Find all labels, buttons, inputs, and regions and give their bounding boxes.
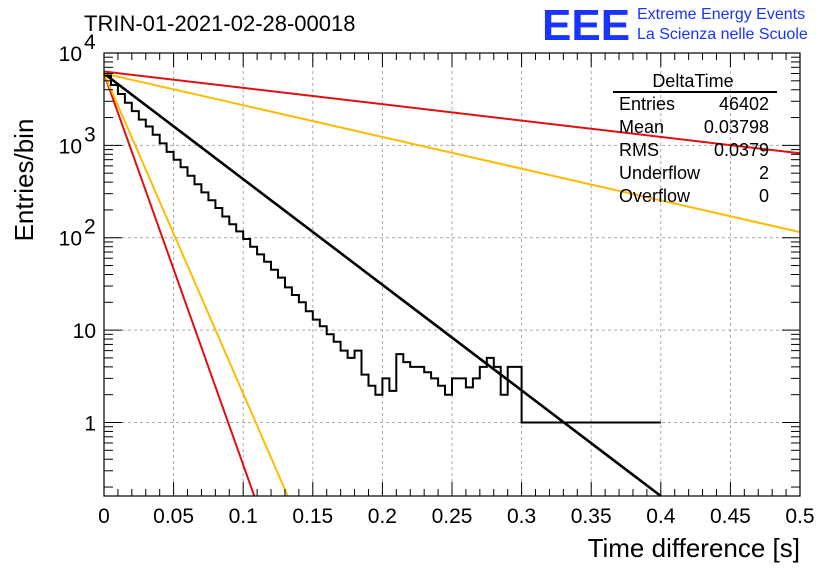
x-tick-label: 0.3 bbox=[507, 505, 536, 528]
y-tick-label: 10 bbox=[59, 135, 82, 158]
fit-line bbox=[103, 70, 801, 155]
stats-rms-label: RMS bbox=[619, 140, 659, 160]
y-axis-title: Entries/bin bbox=[9, 119, 39, 242]
x-tick-labels: 0 0.05 0.1 0.15 0.2 0.25 0.3 0.35 0.4 0.45 0.5 bbox=[98, 505, 814, 528]
y-tick-label: 1 bbox=[84, 412, 96, 435]
stats-box-title: DeltaTime bbox=[652, 71, 733, 91]
y-tick-exponent: 3 bbox=[84, 123, 96, 146]
x-tick-label: 0.5 bbox=[785, 505, 814, 528]
x-tick-label: 0.05 bbox=[153, 505, 194, 528]
x-tick-label: 0 bbox=[98, 505, 110, 528]
stats-entries-label: Entries bbox=[619, 94, 675, 114]
x-axis-title: Time difference [s] bbox=[588, 533, 800, 563]
stats-mean-value: 0.03798 bbox=[704, 117, 769, 137]
stats-overflow-label: Overflow bbox=[619, 186, 691, 206]
y-tick-label: 10 bbox=[73, 320, 96, 343]
fit-line bbox=[103, 72, 801, 234]
stats-underflow-value: 2 bbox=[759, 163, 769, 183]
y-tick-exponent: 2 bbox=[84, 216, 96, 239]
grid bbox=[104, 53, 800, 496]
axis-ticks bbox=[103, 52, 801, 496]
y-tick-label: 10 bbox=[59, 43, 82, 66]
stats-overflow-value: 0 bbox=[759, 186, 769, 206]
stats-entries-value: 46402 bbox=[719, 94, 769, 114]
eee-logo-mark: EEE bbox=[542, 1, 630, 50]
stats-mean-label: Mean bbox=[619, 117, 664, 137]
x-tick-label: 0.35 bbox=[571, 505, 612, 528]
logo-line-1: Extreme Energy Events bbox=[637, 6, 805, 23]
x-tick-label: 0.15 bbox=[292, 505, 333, 528]
stats-underflow-label: Underflow bbox=[619, 163, 701, 183]
stats-rms-value: 0.0379 bbox=[714, 140, 769, 160]
x-tick-label: 0.2 bbox=[368, 505, 397, 528]
x-tick-label: 0.25 bbox=[432, 505, 473, 528]
y-tick-label: 10 bbox=[59, 228, 82, 251]
fit-line bbox=[103, 73, 289, 497]
run-title: TRIN-01-2021-02-28-00018 bbox=[84, 11, 356, 36]
x-tick-label: 0.1 bbox=[229, 505, 258, 528]
x-tick-label: 0.4 bbox=[646, 505, 676, 528]
logo-line-2: La Scienza nelle Scuole bbox=[637, 26, 808, 43]
x-tick-label: 0.45 bbox=[710, 505, 751, 528]
y-tick-exponent: 4 bbox=[84, 31, 96, 54]
fit-line bbox=[103, 73, 256, 497]
fit-line bbox=[103, 72, 662, 498]
eee-logo: EEE Extreme Energy Events La Scienza nel… bbox=[542, 1, 808, 50]
stats-box: DeltaTime Entries 46402 Mean 0.03798 RMS… bbox=[613, 71, 777, 206]
fit-lines bbox=[103, 70, 801, 498]
histogram-series bbox=[104, 74, 661, 424]
